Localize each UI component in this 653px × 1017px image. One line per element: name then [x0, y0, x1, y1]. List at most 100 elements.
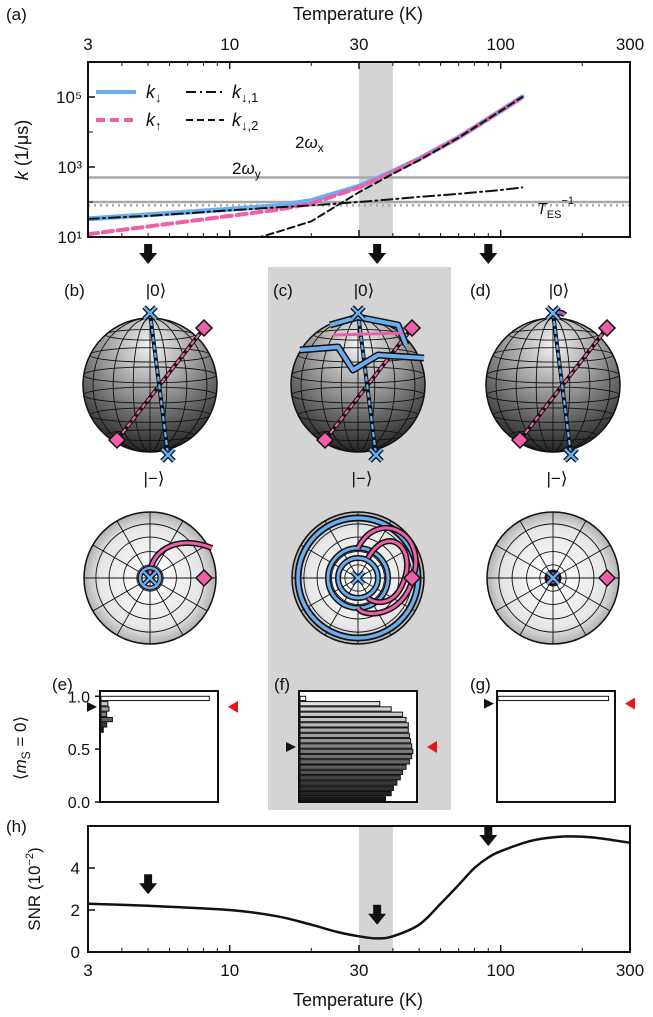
- bloch-sphere-side-3: |0⟩ |−⟩: [485, 281, 621, 488]
- y-tick-label: 2: [71, 901, 80, 920]
- histogram-bar: [299, 743, 413, 749]
- histogram-2: [286, 690, 437, 803]
- snr-arrow: [139, 874, 158, 895]
- snr-arrow: [479, 825, 498, 846]
- ket-minus-label: |−⟩: [144, 469, 165, 488]
- blue-cross-top: [351, 306, 365, 320]
- axis-ticks-a: 3 10 30 100 300 10¹ 10³ 10⁵: [56, 35, 644, 247]
- histogram-bar: [299, 716, 407, 723]
- longitude-spoke: [552, 577, 611, 612]
- x-tick-label-top: 10: [220, 35, 239, 54]
- histogram-bar: [299, 706, 392, 712]
- blue-cross: [546, 571, 560, 585]
- histogram-bar: [299, 738, 412, 744]
- snr-arrow: [368, 904, 387, 925]
- legend-label-k-down-2: k↓,2: [232, 110, 258, 133]
- trajectory-blue: [138, 566, 162, 590]
- mean-marker-red: [228, 700, 238, 713]
- histogram-bar: [299, 796, 386, 802]
- bloch-sphere-side-2: |0⟩ |−⟩: [290, 281, 426, 488]
- blue-cross-bottom: [564, 448, 578, 462]
- histogram-bar: [299, 727, 409, 733]
- longitude-spoke: [552, 544, 611, 579]
- x-tick-label: 300: [616, 961, 644, 980]
- histogram-bar: [299, 695, 307, 702]
- legend-label-k-down: k↓: [146, 82, 162, 105]
- blue-cross-top: [546, 306, 560, 320]
- reference-lines: [88, 176, 630, 207]
- histogram-bar: [299, 775, 401, 781]
- longitude-spoke: [495, 577, 554, 612]
- x-tick-label-top: 100: [487, 35, 515, 54]
- pink-marker-top: [194, 318, 214, 338]
- histogram-bar: [100, 706, 110, 712]
- histogram-bar: [299, 732, 410, 739]
- y-tick-label: 1.0: [68, 689, 90, 706]
- x-tick-label: 3: [83, 961, 92, 980]
- mean-marker-red: [625, 697, 635, 710]
- panel-label-b: (b): [64, 281, 85, 300]
- x-tick-label: 30: [350, 961, 369, 980]
- y-axis-label-h: SNR (10−2): [24, 847, 44, 930]
- blue-axis-outline: [148, 312, 170, 456]
- longitude-spoke: [357, 577, 416, 612]
- y-axis-label-a: k (1/μs): [12, 120, 32, 180]
- series-line-3: [88, 186, 524, 220]
- snr-line: [88, 835, 630, 940]
- temperature-arrow: [479, 244, 498, 264]
- histogram-bar: [100, 695, 210, 702]
- histogram-frame: [496, 690, 616, 803]
- longitude-spoke: [519, 577, 554, 636]
- bloch-sphere-top-2: [291, 511, 425, 645]
- panel-a-chart: 3 10 30 100 300 10¹ 10³ 10⁵ k (1/μs) k↓ k↑ k↓,1…: [12, 35, 644, 264]
- arrows-a: [139, 244, 498, 264]
- y-tick-label: 4: [71, 859, 80, 878]
- ket-minus-label: |−⟩: [352, 469, 373, 488]
- axis-ticks-h: 3 10 30 100 300 0 2 4: [71, 859, 645, 980]
- histogram-bar: [100, 701, 109, 707]
- panel-label-f: (f): [274, 675, 290, 694]
- histogram-bar: [100, 722, 108, 728]
- longitude-spoke: [300, 544, 359, 579]
- top-axis-title: Temperature (K): [293, 4, 423, 24]
- blue-axis-outline: [356, 312, 378, 456]
- bloch-spheres: |0⟩ |−⟩ |0⟩ |−⟩ |0⟩ |−⟩: [82, 281, 621, 645]
- y-tick-label: 0.0: [68, 795, 90, 812]
- temperature-arrow: [139, 244, 158, 264]
- annotation-2wy: 2ωy: [232, 159, 261, 181]
- longitude-spoke: [357, 577, 392, 636]
- x-tick-label: 100: [487, 961, 515, 980]
- histogram-bar: [497, 695, 610, 702]
- shaded-range-a: [359, 62, 393, 237]
- trajectory-pink: [332, 331, 404, 337]
- panel-label-g: (g): [470, 675, 491, 694]
- inner-ring: [336, 556, 380, 600]
- bottom-axis-title: Temperature (K): [293, 990, 423, 1010]
- snr-curve: [88, 835, 630, 940]
- ket-zero-label: |0⟩: [146, 281, 167, 300]
- histogram-bar: [299, 753, 413, 760]
- pink-marker-bottom: [107, 430, 127, 450]
- trajectory-pink: [148, 541, 213, 579]
- annotation-tes: TES−1: [537, 195, 574, 221]
- blue-cross-bottom: [161, 448, 175, 462]
- histogram-bar: [299, 759, 410, 765]
- bloch-sphere-side-1: |0⟩ |−⟩: [82, 281, 218, 488]
- histogram-bar: [299, 711, 404, 717]
- histogram-frame: [99, 690, 219, 803]
- legend-label-k-up: k↑: [146, 110, 162, 133]
- longitude-spoke: [324, 577, 359, 636]
- annotation-2wx: 2ωx: [295, 133, 324, 155]
- histogram-bar: [299, 780, 398, 786]
- longitude-spoke: [300, 577, 359, 612]
- panel-label-h: (h): [6, 817, 27, 836]
- pink-marker: [597, 568, 617, 588]
- histogram-bar: [299, 785, 394, 791]
- panel-label-e: (e): [52, 675, 73, 694]
- pink-marker-top: [402, 318, 422, 338]
- blue-axis-outline: [551, 312, 573, 456]
- y-tick-label: 10³: [57, 158, 82, 177]
- longitude-spoke: [552, 520, 587, 579]
- pink-marker: [194, 568, 214, 588]
